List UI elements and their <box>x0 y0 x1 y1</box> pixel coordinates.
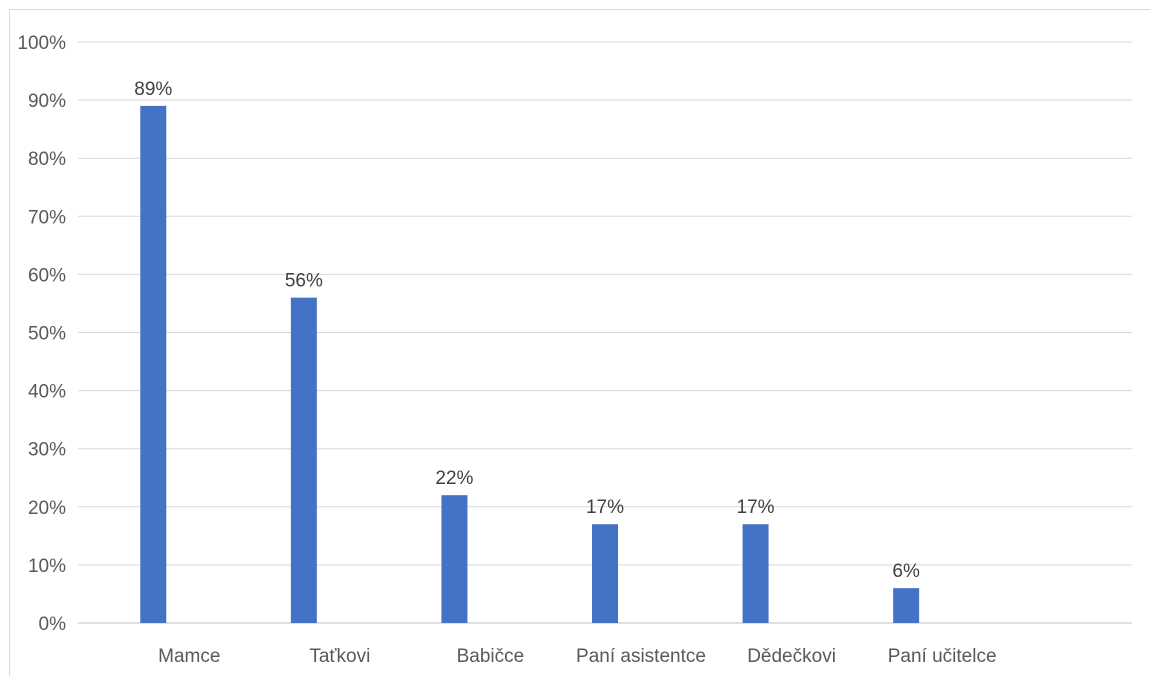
bar <box>290 297 317 623</box>
y-tick-label: 80% <box>28 149 66 170</box>
bar <box>742 524 769 623</box>
y-tick-label: 30% <box>28 440 66 461</box>
y-tick-label: 60% <box>28 265 66 286</box>
bar <box>893 588 920 623</box>
y-tick-label: 20% <box>28 498 66 519</box>
data-labels: 89% 56% 22% 17% 17% 6% <box>134 79 920 582</box>
data-label: 89% <box>134 79 172 100</box>
y-tick-label: 10% <box>28 556 66 577</box>
x-tick-label: Mamce <box>158 646 220 667</box>
data-label: 17% <box>737 497 775 518</box>
data-label: 22% <box>435 468 473 489</box>
y-tick-label: 100% <box>17 33 66 54</box>
data-label: 6% <box>892 561 920 582</box>
data-label: 56% <box>285 271 323 292</box>
chart-area <box>9 9 1150 676</box>
x-tick-label: Babičce <box>457 646 525 667</box>
data-label: 17% <box>586 497 624 518</box>
x-tick-label: Paní učitelce <box>888 646 997 667</box>
y-axis: 0% 10% 20% 30% 40% 50% 60% 70% 80% 90% 100% <box>17 33 66 635</box>
x-tick-label: Dědečkovi <box>747 646 836 667</box>
bar <box>140 105 167 623</box>
x-tick-label: Paní asistentce <box>576 646 706 667</box>
y-tick-label: 70% <box>28 207 66 228</box>
x-axis: Mamce Taťkovi Babičce Paní asistentce Dědečk… <box>158 646 996 667</box>
y-tick-label: 0% <box>39 614 67 635</box>
y-tick-label: 90% <box>28 91 66 112</box>
y-tick-label: 50% <box>28 324 66 345</box>
x-tick-label: Taťkovi <box>309 646 370 667</box>
bar <box>441 495 468 623</box>
y-tick-label: 40% <box>28 382 66 403</box>
bar <box>592 524 618 623</box>
bars <box>140 105 920 623</box>
